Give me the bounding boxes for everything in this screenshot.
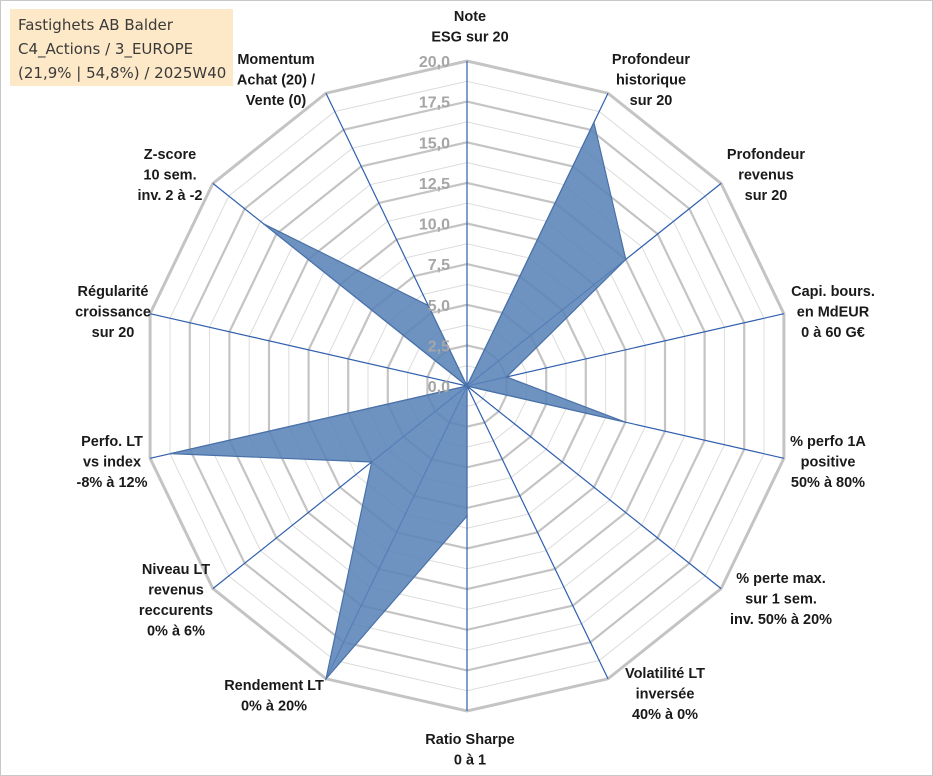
radar-spoke xyxy=(149,313,468,387)
axis-label: % perte max. sur 1 sem. inv. 50% à 20% xyxy=(730,571,832,628)
axis-label: Profondeur historique sur 20 xyxy=(612,52,690,109)
radar-data-point xyxy=(466,385,468,387)
info-company-name: Fastighets AB Balder xyxy=(18,16,173,34)
radar-data-point xyxy=(169,452,172,455)
axis-label: Niveau LT revenus reccurents 0% à 6% xyxy=(139,562,213,640)
radar-axis-labels: Note ESG sur 20 Profondeur historique sur 20… xyxy=(75,9,875,769)
axis-label: Note ESG sur 20 xyxy=(431,9,508,46)
radar-data-point xyxy=(325,678,327,680)
axis-label: Rendement LT 0% à 20% xyxy=(224,678,324,715)
axis-label: Profondeur revenus sur 20 xyxy=(727,147,805,204)
axis-label: Ratio Sharpe 0 à 1 xyxy=(425,732,514,769)
radar-spoke xyxy=(466,385,609,680)
axis-label: Volatilité LT inversée 40% à 0% xyxy=(625,666,705,723)
radar-tick-label: 15,0 xyxy=(419,135,450,152)
radar-tick-label: 7,5 xyxy=(428,257,450,274)
radar-data-point xyxy=(427,304,430,307)
radar-spoke xyxy=(466,313,785,387)
info-category: C4_Actions / 3_EUROPE xyxy=(18,40,194,58)
radar-tick-label: 5,0 xyxy=(428,298,450,315)
info-box: Fastighets AB Balder C4_Actions / 3_EURO… xyxy=(10,9,233,86)
radar-data-point xyxy=(466,515,468,517)
radar-spoke xyxy=(466,385,722,590)
radar-data-point xyxy=(370,461,373,463)
radar-tick-label: 0,0 xyxy=(428,379,450,396)
axis-label: Perfo. LT vs index -8% à 12% xyxy=(77,434,148,491)
radar-data-point xyxy=(625,258,627,261)
axis-label: Momentum Achat (20) / Vente (0) xyxy=(237,52,315,109)
axis-label: Z-score 10 sem. inv. 2 à -2 xyxy=(137,147,202,204)
radar-tick-label: 12,5 xyxy=(419,176,450,193)
radar-data-point xyxy=(624,421,627,424)
axis-label: % perfo 1A positive 50% à 80% xyxy=(790,434,866,491)
radar-data-point xyxy=(505,376,508,378)
radar-data-point xyxy=(262,223,265,225)
radar-tick-label: 10,0 xyxy=(419,217,450,234)
axis-label: Capi. bours. en MdEUR 0 à 60 G€ xyxy=(791,284,875,341)
info-scores-week: (21,9% | 54,8%) / 2025W40 xyxy=(18,64,227,82)
radar-series-area xyxy=(170,120,627,681)
radar-tick-label: 17,5 xyxy=(419,95,450,112)
radar-tick-labels: 0,0 2,5 5,0 7,5 10,0 12,5 15,0 17,5 20,0 xyxy=(419,54,450,396)
radar-tick-label: 20,0 xyxy=(419,54,450,71)
radar-series-layer xyxy=(169,120,627,681)
axis-label: Régularité croissance sur 20 xyxy=(75,284,151,341)
radar-data-point xyxy=(593,121,595,124)
radar-tick-label: 2,5 xyxy=(428,338,450,355)
